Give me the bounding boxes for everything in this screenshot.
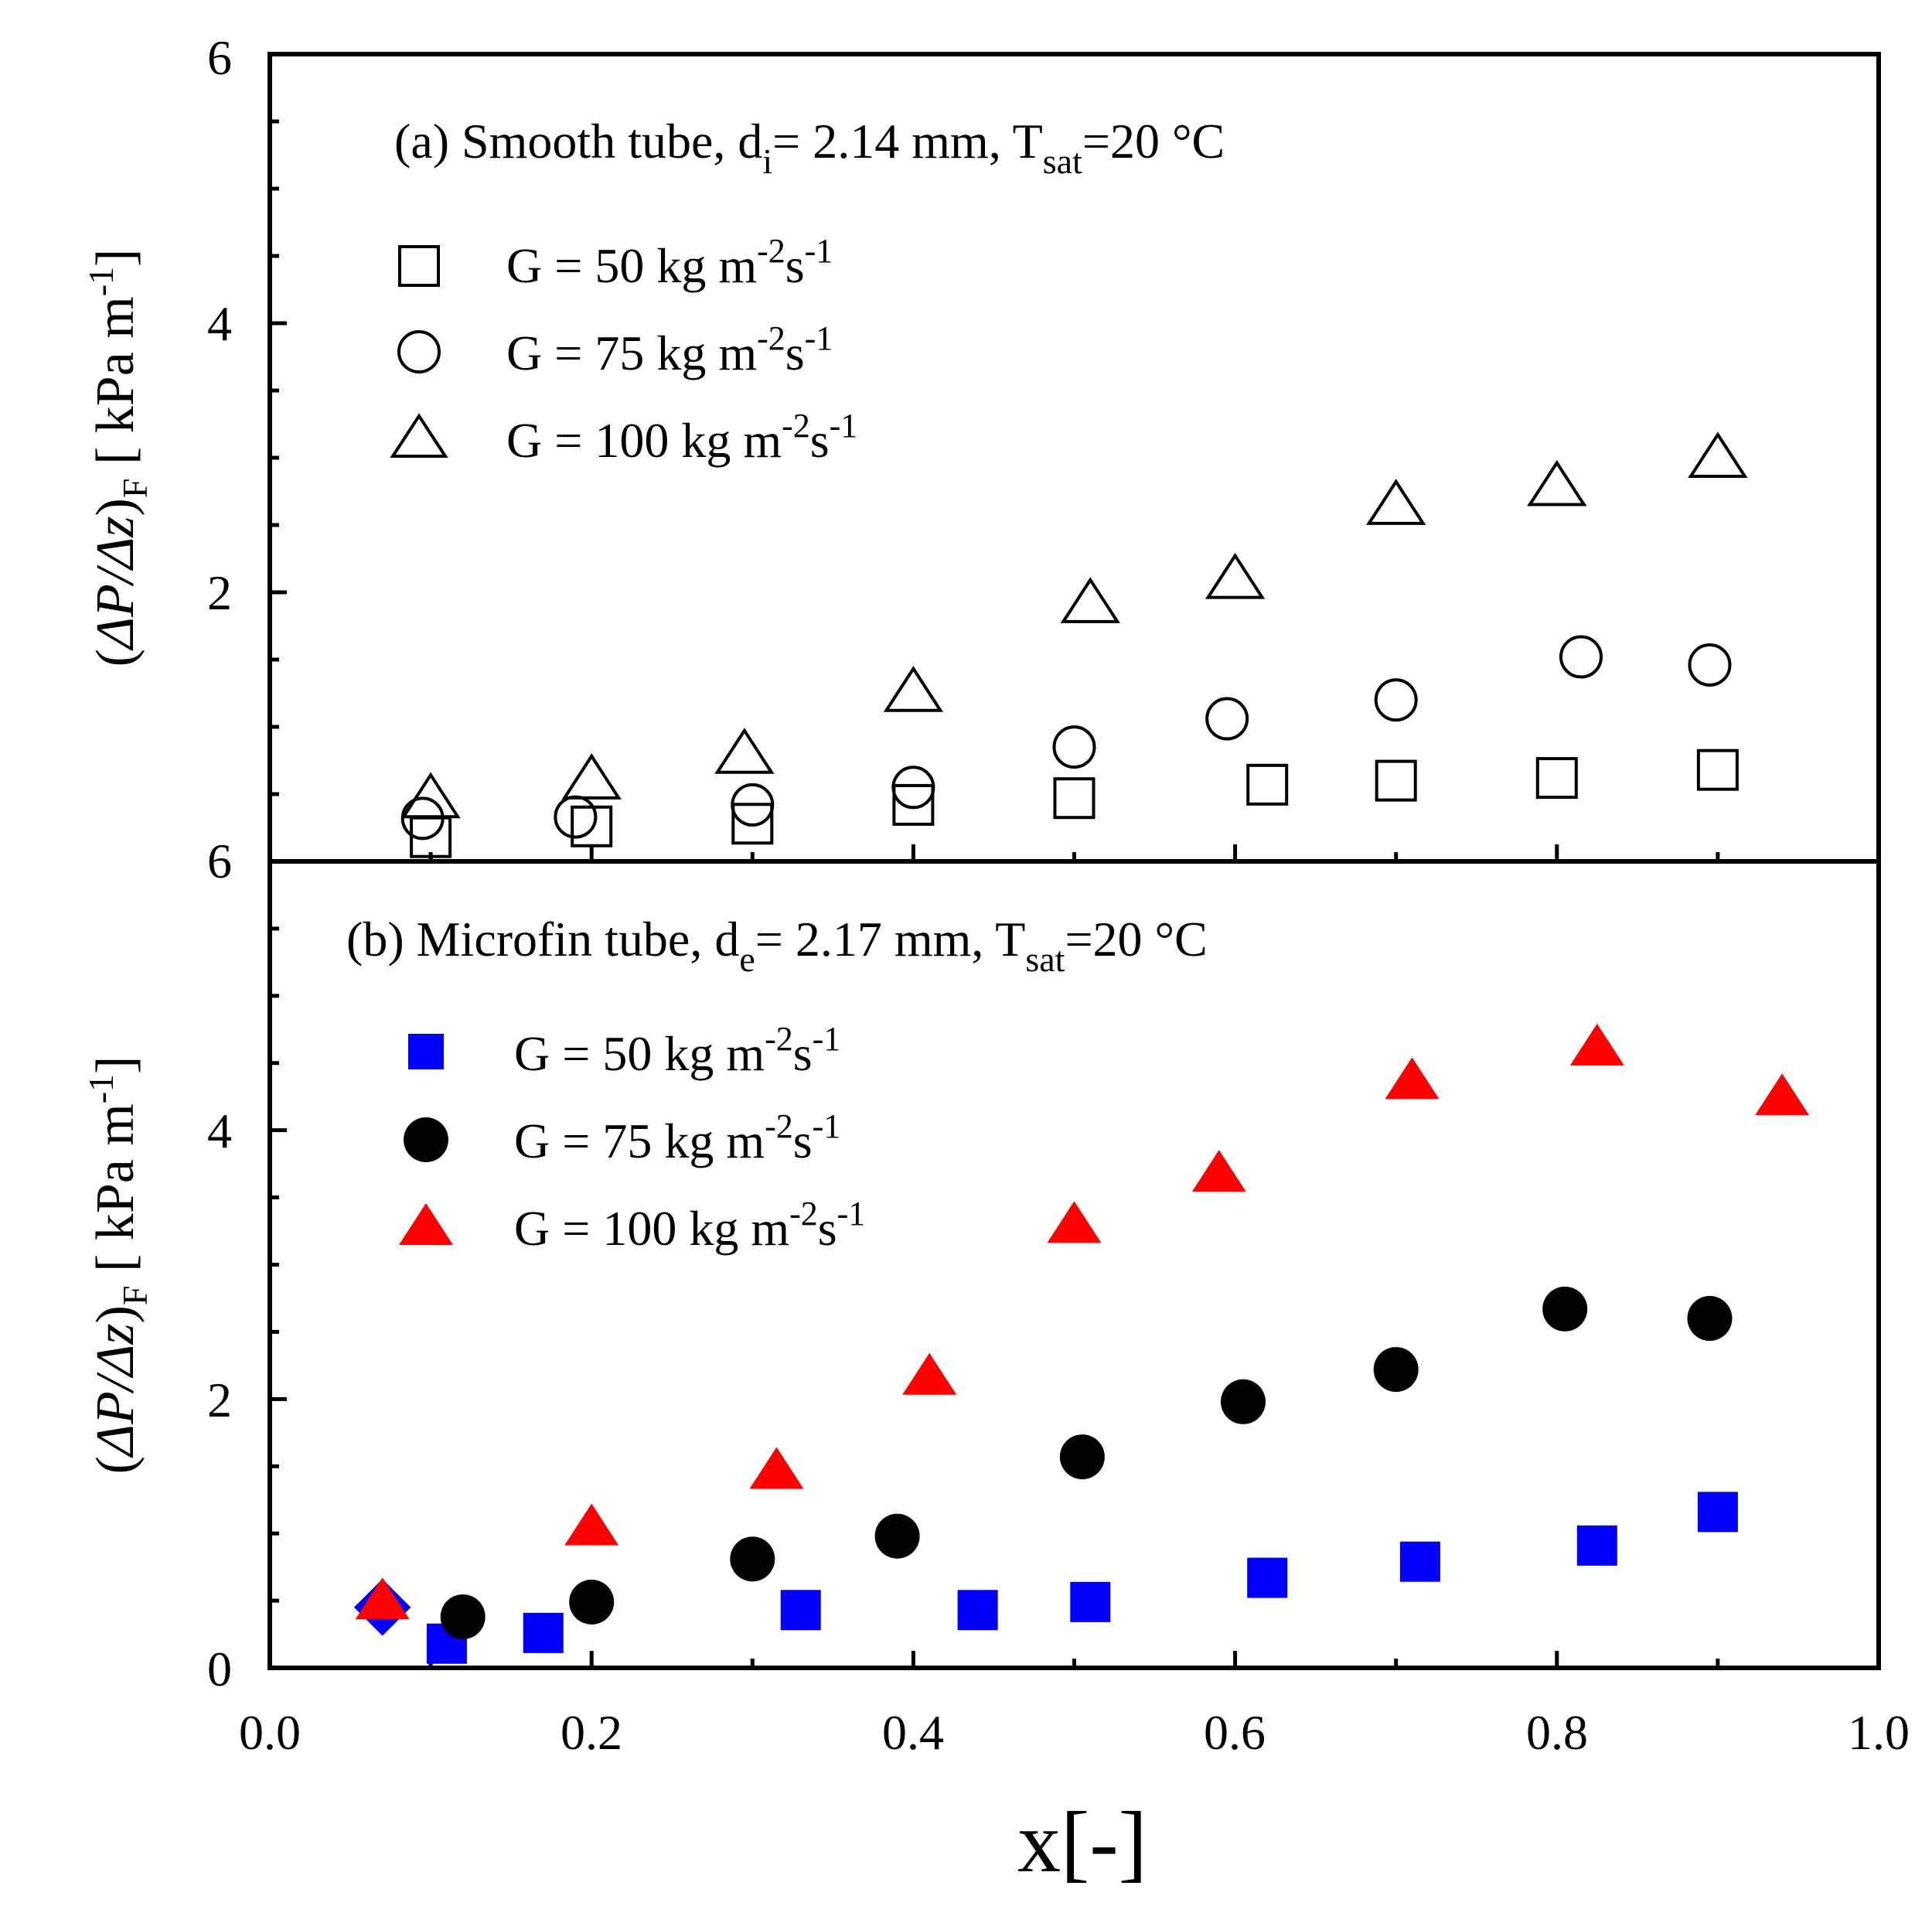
data-point-b-circle-7 bbox=[1542, 1286, 1588, 1332]
legend-b-item-75: G = 75 kg m-2s-1 bbox=[514, 1107, 840, 1168]
data-point-b-square-7 bbox=[1399, 1541, 1440, 1582]
ytick-label-a-0: 6 bbox=[207, 834, 232, 888]
data-point-a-triangle-3 bbox=[883, 666, 944, 712]
xtick-label-2: 0.4 bbox=[882, 1705, 944, 1760]
ytick-label-b-0: 0 bbox=[207, 1642, 232, 1696]
panel-b-title: (b) Microfin tube, de= 2.17 mm, Tsat=20 … bbox=[346, 912, 1208, 979]
data-point-a-triangle-0 bbox=[400, 772, 461, 819]
ytick-label-a-2: 2 bbox=[207, 565, 232, 620]
data-point-a-circle-1 bbox=[554, 795, 598, 839]
data-point-b-circle-2 bbox=[730, 1536, 775, 1582]
data-point-b-triangle-3 bbox=[902, 1352, 957, 1395]
data-point-b-square-2 bbox=[523, 1612, 564, 1653]
x-axis-title: x[-] bbox=[1017, 1795, 1147, 1891]
data-point-b-circle-8 bbox=[1687, 1296, 1733, 1342]
data-point-a-square-3 bbox=[892, 783, 935, 826]
data-point-b-triangle-0 bbox=[355, 1577, 410, 1620]
data-point-a-triangle-5 bbox=[1205, 552, 1266, 599]
legend-a-item-75: G = 75 kg m-2s-1 bbox=[506, 319, 833, 380]
data-point-a-square-6 bbox=[1375, 759, 1417, 802]
xtick-label-3: 0.6 bbox=[1204, 1705, 1266, 1760]
data-point-a-triangle-6 bbox=[1366, 479, 1426, 525]
legend-b-triangle-marker bbox=[399, 1203, 453, 1245]
panel-b-ticks bbox=[270, 926, 1720, 1668]
xtick-label-4: 0.8 bbox=[1526, 1705, 1588, 1760]
data-point-b-square-5 bbox=[1070, 1581, 1111, 1622]
data-point-b-square-9 bbox=[1697, 1492, 1738, 1533]
data-point-a-triangle-7 bbox=[1527, 459, 1587, 506]
legend-a-item-100: G = 100 kg m-2s-1 bbox=[506, 407, 857, 468]
data-point-b-triangle-7 bbox=[1569, 1023, 1624, 1066]
legend-a-triangle-marker bbox=[390, 413, 448, 458]
panel-a-data-points bbox=[400, 431, 1748, 858]
data-point-a-circle-2 bbox=[731, 783, 775, 827]
data-point-a-circle-7 bbox=[1559, 635, 1603, 679]
y-axis-title-b: (ΔP/Δz)F [ kPa m-1] bbox=[81, 1056, 155, 1475]
data-point-b-square-4 bbox=[957, 1590, 998, 1631]
ytick-label-a-4: 4 bbox=[207, 296, 232, 351]
legend-b-item-50: G = 50 kg m-2s-1 bbox=[514, 1020, 840, 1081]
data-point-b-circle-6 bbox=[1373, 1347, 1419, 1393]
data-point-a-square-2 bbox=[731, 803, 774, 845]
data-point-b-triangle-5 bbox=[1191, 1150, 1246, 1192]
data-point-b-square-6 bbox=[1247, 1557, 1288, 1598]
panel-a-title: (a) Smooth tube, di= 2.14 mm, Tsat=20 °C bbox=[394, 114, 1225, 181]
data-point-b-triangle-1 bbox=[564, 1503, 619, 1546]
data-point-a-triangle-2 bbox=[714, 728, 775, 774]
data-point-a-circle-6 bbox=[1374, 678, 1418, 722]
legend-a-item-50: G = 50 kg m-2s-1 bbox=[506, 232, 833, 293]
data-point-a-circle-8 bbox=[1688, 643, 1732, 687]
legend-b-square-marker bbox=[408, 1034, 444, 1069]
data-point-b-triangle-6 bbox=[1385, 1057, 1440, 1100]
data-point-a-circle-4 bbox=[1052, 725, 1096, 769]
data-point-a-square-8 bbox=[1696, 748, 1739, 791]
data-point-b-triangle-2 bbox=[749, 1447, 804, 1489]
panel-b-frame bbox=[267, 859, 1881, 1670]
data-point-a-square-4 bbox=[1053, 777, 1095, 820]
data-point-b-square-8 bbox=[1576, 1525, 1617, 1566]
panel-b-data-points bbox=[353, 1023, 1810, 1664]
data-point-b-circle-3 bbox=[874, 1513, 920, 1559]
data-point-b-triangle-4 bbox=[1047, 1201, 1102, 1243]
data-point-a-square-7 bbox=[1535, 757, 1578, 800]
data-point-a-circle-0 bbox=[400, 796, 445, 841]
data-point-b-triangle-8 bbox=[1755, 1073, 1810, 1116]
data-point-a-circle-3 bbox=[891, 766, 935, 810]
data-point-b-circle-0 bbox=[440, 1594, 486, 1639]
legend-a-circle-marker bbox=[397, 330, 441, 373]
data-point-a-circle-5 bbox=[1205, 697, 1249, 741]
ytick-label-a-6: 6 bbox=[207, 30, 232, 85]
ytick-label-b-2: 2 bbox=[207, 1373, 232, 1427]
ytick-label-b-4: 4 bbox=[207, 1103, 232, 1158]
data-point-b-circle-1 bbox=[569, 1579, 615, 1625]
xtick-label-0: 0.0 bbox=[239, 1705, 301, 1760]
xtick-label-1: 0.2 bbox=[561, 1705, 622, 1760]
legend-b-circle-marker bbox=[404, 1117, 448, 1162]
panel-a-ticks bbox=[270, 119, 1720, 861]
legend-b-item-100: G = 100 kg m-2s-1 bbox=[514, 1195, 865, 1256]
data-point-a-triangle-4 bbox=[1060, 577, 1120, 623]
data-point-b-circle-4 bbox=[1059, 1434, 1105, 1480]
data-point-a-triangle-8 bbox=[1688, 431, 1748, 478]
data-point-b-circle-5 bbox=[1221, 1379, 1266, 1424]
data-point-b-square-3 bbox=[780, 1590, 821, 1631]
data-point-a-square-5 bbox=[1246, 763, 1289, 806]
xtick-label-5: 1.0 bbox=[1848, 1705, 1910, 1760]
y-axis-title-a: (ΔP/Δz)F [ kPa m-1] bbox=[81, 249, 155, 667]
data-point-a-triangle-1 bbox=[561, 753, 622, 800]
legend-a-square-marker bbox=[398, 245, 440, 287]
